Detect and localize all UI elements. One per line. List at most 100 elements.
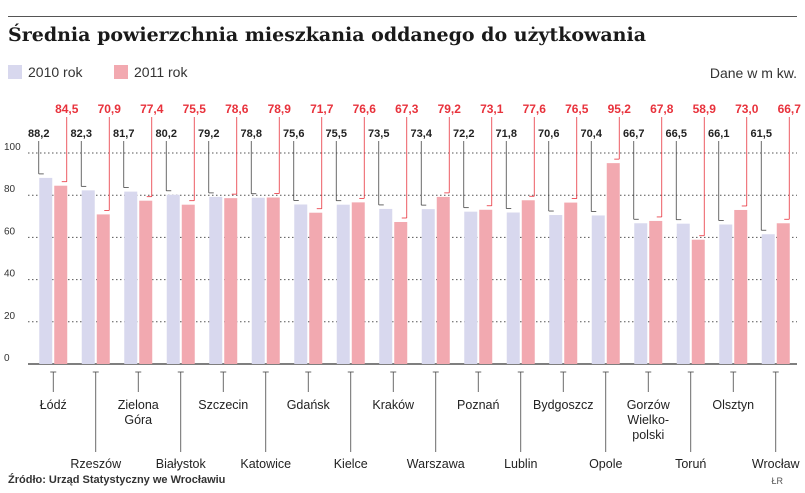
value-label-2011: 76,5 — [565, 102, 589, 116]
value-label-2010: 73,5 — [368, 128, 389, 140]
credit: ŁR — [771, 476, 783, 486]
category-label: Kraków — [372, 398, 415, 412]
y-tick-label: 60 — [4, 226, 16, 237]
bar-2011 — [266, 197, 280, 364]
bar-2010 — [676, 223, 690, 364]
legend-item-2011: 2011 rok — [114, 64, 187, 80]
category-label: Białystok — [156, 457, 207, 471]
y-tick-label: 20 — [4, 311, 16, 322]
bar-2010 — [81, 190, 95, 364]
legend-item-2010: 2010 rok — [8, 64, 82, 80]
category-label: Góra — [124, 413, 152, 427]
bar-2010 — [294, 204, 308, 364]
category-label: Szczecin — [198, 398, 248, 412]
value-label-2010: 78,8 — [241, 128, 262, 140]
value-label-2011: 73,0 — [735, 102, 759, 116]
category-label: Łódź — [40, 398, 67, 412]
bar-2011 — [224, 198, 238, 364]
value-label-2010: 88,2 — [28, 128, 49, 140]
category-label: Zielona — [118, 398, 159, 412]
bar-2010 — [761, 234, 775, 364]
bar-2010 — [39, 177, 53, 364]
value-label-2011: 77,4 — [140, 102, 164, 116]
value-label-2010: 66,7 — [623, 128, 644, 140]
value-label-2011: 78,9 — [268, 102, 292, 116]
y-tick-label: 80 — [4, 184, 16, 195]
value-label-2010: 75,5 — [326, 128, 347, 140]
bar-2011 — [309, 212, 323, 364]
bar-2010 — [719, 224, 733, 364]
bar-2011 — [521, 200, 535, 364]
value-label-2010: 75,6 — [283, 128, 304, 140]
bar-2010 — [166, 194, 180, 364]
bar-2011 — [436, 196, 450, 364]
y-tick-label: 0 — [4, 353, 10, 364]
value-label-2010: 66,1 — [708, 128, 729, 140]
legend-label-2011: 2011 rok — [134, 64, 188, 80]
bar-2010 — [549, 215, 563, 364]
top-rule — [8, 16, 797, 17]
unit-note: Dane w m kw. — [709, 65, 797, 81]
category-label: Bydgoszcz — [533, 398, 593, 412]
value-label-2011: 79,2 — [438, 102, 462, 116]
bar-2011 — [139, 200, 153, 364]
category-label: Lublin — [504, 457, 537, 471]
bar-2011 — [606, 163, 620, 364]
bar-2010 — [251, 197, 265, 364]
bar-2011 — [479, 209, 493, 364]
bar-2010 — [379, 208, 393, 364]
source-note: Źródło: Urząd Statystyczny we Wrocławiu — [8, 474, 226, 486]
category-label: Kielce — [334, 457, 368, 471]
bar-2011 — [181, 204, 195, 364]
value-label-2011: 67,3 — [395, 102, 419, 116]
value-label-2011: 70,9 — [98, 102, 122, 116]
category-label: polski — [632, 428, 664, 442]
legend-label-2010: 2010 rok — [28, 64, 83, 80]
bar-2010 — [209, 196, 223, 364]
category-label: Wielko- — [627, 413, 669, 427]
value-label-2010: 79,2 — [198, 128, 219, 140]
bar-2010 — [506, 212, 520, 364]
bar-2010 — [634, 223, 648, 364]
bar-2011 — [734, 209, 748, 364]
bar-2010 — [421, 209, 435, 364]
bar-2011 — [564, 202, 578, 364]
value-label-2011: 76,6 — [353, 102, 377, 116]
value-label-2010: 80,2 — [156, 128, 177, 140]
value-label-2010: 70,6 — [538, 128, 559, 140]
bar-2011 — [649, 220, 663, 364]
value-label-2011: 84,5 — [55, 102, 79, 116]
category-label: Toruń — [675, 457, 706, 471]
value-label-2011: 73,1 — [480, 102, 504, 116]
legend-swatch-2010 — [8, 65, 22, 79]
category-label: Katowice — [240, 457, 291, 471]
bar-2010 — [336, 204, 350, 364]
bar-2011 — [394, 221, 408, 364]
category-label: Wrocław — [752, 457, 801, 471]
category-label: Rzeszów — [70, 457, 122, 471]
y-tick-label: 40 — [4, 269, 16, 280]
y-tick-label: 100 — [4, 142, 21, 153]
bar-2011 — [54, 185, 68, 364]
value-label-2011: 95,2 — [608, 102, 632, 116]
value-label-2010: 82,3 — [71, 128, 92, 140]
value-label-2010: 81,7 — [113, 128, 134, 140]
category-label: Warszawa — [407, 457, 465, 471]
value-label-2011: 67,8 — [650, 102, 674, 116]
value-label-2010: 61,5 — [751, 128, 772, 140]
bar-2010 — [464, 211, 478, 364]
category-label: Poznań — [457, 398, 499, 412]
value-label-2010: 73,4 — [411, 128, 433, 140]
value-label-2010: 71,8 — [496, 128, 517, 140]
value-label-2011: 77,6 — [523, 102, 547, 116]
category-label: Olsztyn — [712, 398, 754, 412]
bar-2010 — [124, 191, 138, 364]
value-label-2011: 58,9 — [693, 102, 717, 116]
value-label-2011: 71,7 — [310, 102, 334, 116]
category-label: Gdańsk — [287, 398, 331, 412]
value-label-2011: 78,6 — [225, 102, 249, 116]
legend-swatch-2011 — [114, 65, 128, 79]
bar-2011 — [96, 214, 110, 364]
value-label-2010: 66,5 — [666, 128, 687, 140]
bar-2011 — [351, 202, 365, 364]
